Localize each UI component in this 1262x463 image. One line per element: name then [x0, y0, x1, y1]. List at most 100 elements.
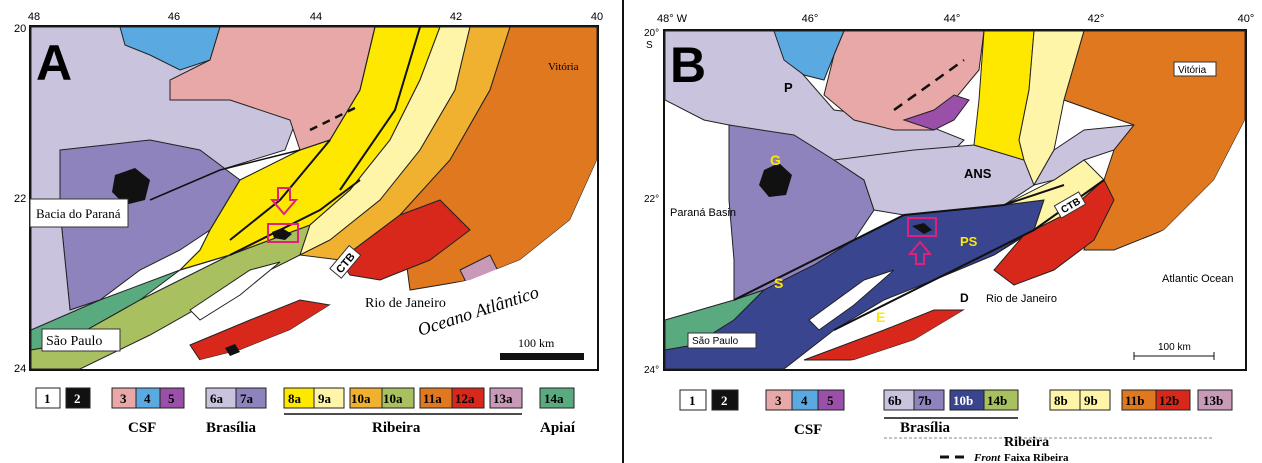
- svg-text:1: 1: [44, 391, 51, 406]
- place-vitoria-b: Vitória: [1178, 65, 1207, 76]
- svg-text:2: 2: [74, 391, 81, 406]
- lon-tick-46: 46: [168, 11, 180, 23]
- legend-b-box-9b: [1079, 389, 1111, 411]
- lon-tick-42: 42: [450, 11, 462, 23]
- svg-text:10a: 10a: [383, 391, 403, 406]
- lat-tick-s: S: [646, 40, 653, 51]
- front-legend-italic: Front: [973, 452, 1001, 463]
- lat-tick-22b: 22°: [644, 194, 659, 205]
- unit-label-ps: PS: [960, 234, 978, 249]
- legend-box-14a: [539, 387, 575, 409]
- unit-label-ans: ANS: [964, 166, 992, 181]
- scale-bar-a: [500, 353, 584, 360]
- unit-2-body: [112, 168, 150, 205]
- legend-box-5: [159, 387, 185, 409]
- svg-text:10b: 10b: [953, 393, 973, 408]
- group-brasilia-a: Brasília: [206, 420, 257, 436]
- lon-tick-48: 48: [28, 11, 40, 23]
- svg-text:1: 1: [689, 393, 696, 408]
- unit-2-body-b: [759, 163, 792, 197]
- legend-b-box-14b: [983, 389, 1019, 411]
- place-sao-paulo-b: São Paulo: [692, 336, 739, 347]
- svg-text:14b: 14b: [987, 393, 1007, 408]
- lat-tick-24b: 24°: [644, 365, 659, 376]
- unit-label-e: E: [876, 309, 885, 325]
- unit-label-p: P: [784, 80, 793, 95]
- svg-text:8a: 8a: [288, 391, 302, 406]
- legend-box-10a-green: [381, 387, 415, 409]
- vitoria-label-box: [1173, 61, 1217, 77]
- bacia-label-box: [29, 198, 129, 228]
- target-box-b: [907, 217, 937, 237]
- legend-b-box-13b: [1197, 389, 1233, 411]
- lon-tick-40b: 40°: [1238, 13, 1255, 25]
- legend-box-7a: [235, 387, 267, 409]
- group-ribeira-b: Ribeira: [1004, 435, 1049, 450]
- lon-tick-44: 44: [310, 11, 322, 23]
- svg-text:10a: 10a: [351, 391, 371, 406]
- lat-tick-22: 22: [14, 193, 26, 205]
- fault-line-b1: [733, 184, 1065, 301]
- unit-label-d: D: [960, 291, 969, 305]
- svg-text:11a: 11a: [423, 391, 442, 406]
- svg-text:14a: 14a: [544, 391, 564, 406]
- place-rio-de-janeiro-a: Rio de Janeiro: [365, 296, 446, 311]
- unit-label-g: G: [770, 152, 781, 168]
- ocean-a: [140, 160, 597, 369]
- map-panel-b: 48° W 46° 44° 42° 40° 20° S 22° 24° B P …: [634, 0, 1262, 463]
- target-body-a: [272, 228, 292, 240]
- svg-text:9b: 9b: [1084, 393, 1098, 408]
- unit-label-s: S: [774, 275, 783, 291]
- group-ribeira-a: Ribeira: [372, 420, 421, 436]
- svg-text:4: 4: [144, 391, 151, 406]
- white-lens-a: [189, 261, 281, 321]
- front-dashed-b: [893, 58, 965, 112]
- legend-a: 1 2 3 4 5 6a 7a 8a 9a 10a 10a 11a 12a 13…: [35, 387, 576, 436]
- thrust-line-1: [229, 139, 331, 241]
- legend-b: 1 2 3 4 5 6b 7b 10b 14b 8b 9b 11b 12b 13…: [679, 389, 1233, 463]
- place-bacia-do-parana: Bacia do Paraná: [36, 206, 121, 221]
- svg-text:9a: 9a: [318, 391, 332, 406]
- white-lens-b: [808, 269, 895, 331]
- unit-2-small: [225, 344, 240, 356]
- legend-b-box-5: [817, 389, 845, 411]
- place-rio-de-janeiro-b: Rio de Janeiro: [986, 293, 1057, 305]
- map-panel-a: 48 46 44 42 40 20 22 24 A Bacia do Paran…: [0, 0, 612, 463]
- svg-text:5: 5: [827, 393, 834, 408]
- thrust-line-3: [149, 149, 301, 201]
- legend-b-box-12b: [1155, 389, 1191, 411]
- place-sao-paulo-a: São Paulo: [46, 334, 102, 349]
- group-csf-b: CSF: [794, 422, 822, 438]
- panel-divider: [622, 0, 624, 463]
- svg-text:7b: 7b: [918, 393, 932, 408]
- legend-box-12a: [451, 387, 485, 409]
- legend-box-1: [35, 387, 61, 409]
- scale-label-b: 100 km: [1158, 342, 1191, 353]
- place-atlantic-ocean: Atlantic Ocean: [1162, 273, 1234, 285]
- legend-box-9a: [313, 387, 345, 409]
- legend-box-13a: [489, 387, 523, 409]
- legend-b-box-7b: [913, 389, 945, 411]
- thrust-line-4: [229, 179, 361, 256]
- legend-b-box-2: [711, 389, 739, 411]
- unit-6b-right: [1032, 124, 1136, 186]
- svg-text:5: 5: [168, 391, 175, 406]
- lon-tick-44b: 44°: [944, 13, 961, 25]
- scale-label-a: 100 km: [518, 336, 555, 350]
- svg-text:6b: 6b: [888, 393, 902, 408]
- lat-tick-24: 24: [14, 363, 26, 375]
- thrust-line-2: [339, 26, 421, 191]
- lon-tick-48w: 48° W: [657, 13, 688, 25]
- target-box-a: [267, 223, 299, 243]
- svg-text:2: 2: [721, 393, 728, 408]
- svg-text:13b: 13b: [1203, 393, 1223, 408]
- svg-text:3: 3: [775, 393, 782, 408]
- group-apiai-a: Apiaí: [540, 420, 576, 436]
- panel-letter-b: B: [670, 37, 706, 93]
- svg-text:3: 3: [120, 391, 127, 406]
- group-csf-a: CSF: [128, 420, 156, 436]
- svg-text:13a: 13a: [493, 391, 513, 406]
- unit-5-region-b: [902, 94, 970, 131]
- unit-12b-region: [993, 179, 1115, 286]
- lon-tick-42b: 42°: [1088, 13, 1105, 25]
